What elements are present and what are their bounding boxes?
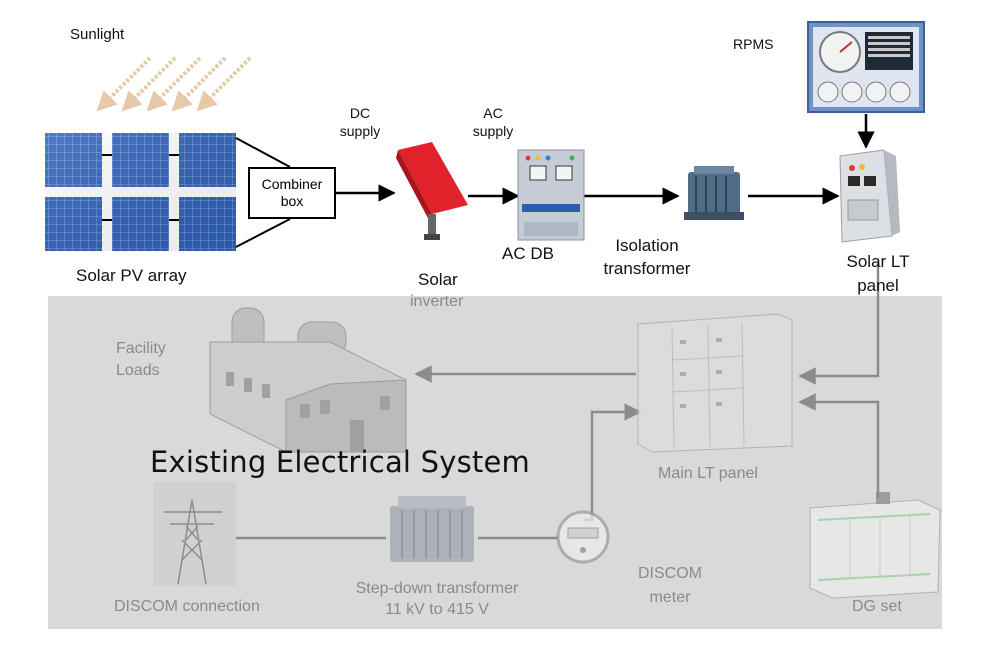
- inverter-icon: [396, 142, 468, 240]
- dg-set-label: DG set: [852, 598, 902, 615]
- sunlight-rays-icon: [96, 56, 252, 112]
- lt-panel-cabinet-icon: [839, 149, 900, 243]
- ac-supply-label: AC supply: [472, 105, 514, 139]
- energy-meter-icon: [556, 510, 610, 564]
- ac-db-label: AC DB: [502, 244, 554, 263]
- solar-inverter-label-line2: inverter: [410, 293, 464, 310]
- solar-lt-panel-label: Solar LT panel: [846, 252, 910, 295]
- solar-inverter-label-line1: Solar: [418, 270, 458, 289]
- ac-db-cabinet-icon: [517, 149, 585, 241]
- facility-loads-label: Facility Loads: [116, 340, 166, 379]
- step-down-transformer-label: Step-down transformer 11 kV to 415 V: [355, 580, 519, 618]
- transformer-icon: [684, 166, 744, 220]
- existing-system-title: Existing Electrical System: [150, 445, 530, 479]
- dc-supply-label: DC supply: [339, 105, 381, 139]
- combiner-box: Combiner box: [248, 167, 336, 219]
- combiner-box-label-line2: box: [280, 193, 304, 209]
- combiner-box-label-line1: Combiner: [261, 176, 323, 192]
- sunlight-label: Sunlight: [70, 26, 125, 43]
- main-panel-cabinet-icon: [637, 313, 793, 453]
- solar-panel-icon: [45, 133, 236, 251]
- isolation-transformer-label: Isolation transformer: [603, 236, 691, 278]
- rpms-label: RPMS: [733, 36, 774, 52]
- transformer-icon: [390, 496, 474, 562]
- solar-pv-array-label: Solar PV array: [76, 266, 187, 285]
- transmission-tower-icon: [154, 482, 236, 586]
- factory-icon: [209, 307, 407, 453]
- main-lt-panel-label: Main LT panel: [658, 465, 758, 482]
- generator-icon: [809, 492, 941, 599]
- rpms-monitor-icon: [807, 21, 925, 113]
- discom-connection-label: DISCOM connection: [114, 598, 260, 615]
- discom-meter-label: DISCOM meter: [638, 565, 702, 606]
